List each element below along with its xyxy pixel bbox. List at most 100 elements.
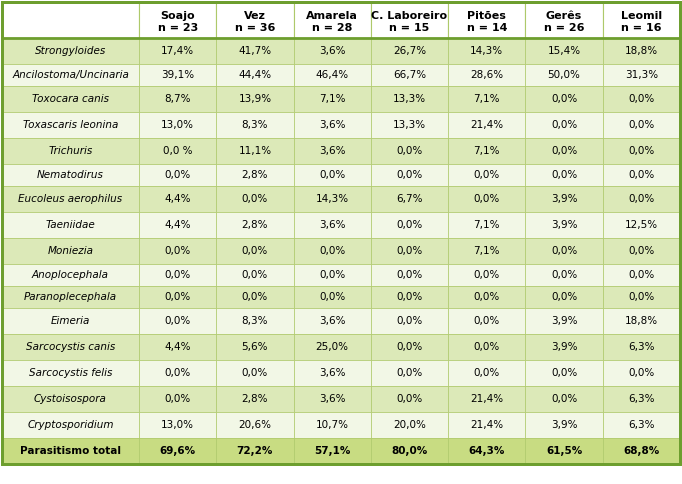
Bar [139,64,216,86]
Text: 0,0%: 0,0% [164,170,191,180]
Bar [2,186,139,212]
Text: Sarcocystis felis: Sarcocystis felis [29,368,112,378]
Bar [293,308,371,334]
Bar [139,360,216,386]
Bar [293,112,371,138]
Text: 0,0%: 0,0% [474,194,500,204]
Bar [603,86,680,112]
Bar [525,2,603,38]
Bar [139,112,216,138]
Bar [2,138,139,164]
Text: 14,3%: 14,3% [316,194,349,204]
Text: 12,5%: 12,5% [625,220,658,230]
Bar [216,360,293,386]
Bar [371,438,448,464]
Text: 0,0%: 0,0% [396,292,423,302]
Text: 14,3%: 14,3% [470,46,503,56]
Bar [603,386,680,412]
Text: 3,9%: 3,9% [551,316,578,326]
Bar [293,212,371,238]
Text: 6,3%: 6,3% [628,394,655,404]
Text: 0,0%: 0,0% [551,170,577,180]
Bar [139,38,216,64]
Text: 3,9%: 3,9% [551,194,578,204]
Bar [216,2,293,38]
Bar [293,412,371,438]
Bar [139,238,216,264]
Text: Cystoisospora: Cystoisospora [34,394,107,404]
Text: Pitões: Pitões [467,11,506,21]
Bar [603,138,680,164]
Text: Toxascaris leonina: Toxascaris leonina [23,120,118,130]
Bar [216,112,293,138]
Text: 0,0%: 0,0% [628,194,655,204]
Text: 18,8%: 18,8% [625,46,658,56]
Bar [448,386,525,412]
Bar [293,334,371,360]
Bar [603,308,680,334]
Bar [139,2,216,38]
Bar [139,438,216,464]
Bar [216,138,293,164]
Bar [603,112,680,138]
Bar [371,412,448,438]
Bar [2,438,139,464]
Bar [603,264,680,286]
Bar [371,112,448,138]
Text: 7,1%: 7,1% [473,246,500,256]
Text: 13,9%: 13,9% [239,94,271,104]
Text: 31,3%: 31,3% [625,70,658,80]
Bar [2,64,139,86]
Bar [448,412,525,438]
Text: 0,0%: 0,0% [164,368,191,378]
Bar [293,386,371,412]
Bar [216,212,293,238]
Text: 2,8%: 2,8% [241,170,268,180]
Bar [371,2,448,38]
Bar [139,386,216,412]
Text: 0,0%: 0,0% [396,220,423,230]
Bar [293,264,371,286]
Text: 4,4%: 4,4% [164,220,191,230]
Bar [2,86,139,112]
Bar [525,308,603,334]
Bar [603,412,680,438]
Bar [448,308,525,334]
Text: 0,0%: 0,0% [164,316,191,326]
Text: 0,0%: 0,0% [551,146,577,156]
Text: 7,1%: 7,1% [473,220,500,230]
Text: 0,0%: 0,0% [474,316,500,326]
Bar [603,164,680,186]
Text: 3,6%: 3,6% [319,220,346,230]
Text: Eimeria: Eimeria [51,316,90,326]
Text: 26,7%: 26,7% [393,46,426,56]
Bar [2,360,139,386]
Text: 0,0%: 0,0% [396,316,423,326]
Text: 0,0%: 0,0% [474,368,500,378]
Text: 0,0%: 0,0% [628,292,655,302]
Bar [293,2,371,38]
Text: 50,0%: 50,0% [548,70,580,80]
Text: 2,8%: 2,8% [241,394,268,404]
Bar [293,360,371,386]
Text: 0,0%: 0,0% [164,394,191,404]
Bar [525,238,603,264]
Bar [293,64,371,86]
Text: 8,7%: 8,7% [164,94,191,104]
Bar [293,164,371,186]
Text: 0,0%: 0,0% [628,94,655,104]
Text: 0,0%: 0,0% [242,292,268,302]
Bar [448,438,525,464]
Bar [448,2,525,38]
Text: 18,8%: 18,8% [625,316,658,326]
Text: 0,0%: 0,0% [474,270,500,280]
Bar [448,86,525,112]
Bar [139,412,216,438]
Text: n = 26: n = 26 [544,23,584,33]
Bar [603,238,680,264]
Text: 0,0%: 0,0% [551,292,577,302]
Bar [371,186,448,212]
Text: 21,4%: 21,4% [470,420,503,430]
Bar [525,286,603,308]
Text: 3,6%: 3,6% [319,316,346,326]
